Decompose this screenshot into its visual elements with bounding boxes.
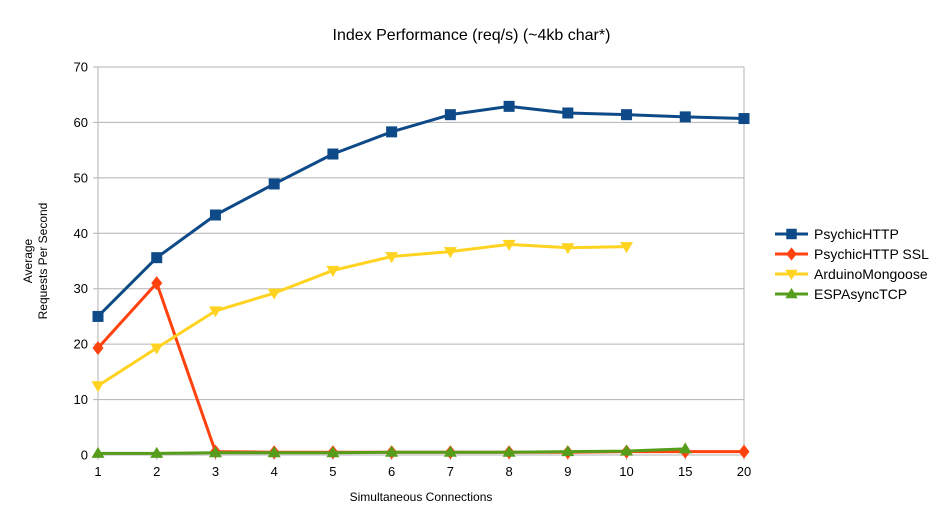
x-tick-label: 15 <box>678 464 692 479</box>
series-marker-psychichttp <box>327 148 339 160</box>
series-marker-psychichttp <box>738 113 750 125</box>
legend-label: PsychicHTTP <box>814 226 899 242</box>
series-marker-arduinomongoose <box>502 239 516 251</box>
series-marker-psychichttp-ssl <box>738 444 750 459</box>
series-marker-arduinomongoose <box>326 265 340 277</box>
x-tick-label: 3 <box>212 464 219 479</box>
chart-title: Index Performance (req/s) (~4kb char*) <box>332 27 611 44</box>
legend-label: ESPAsyncTCP <box>814 286 908 302</box>
x-tick-label: 2 <box>153 464 160 479</box>
legend-item-psychichttp: PsychicHTTP <box>775 224 929 244</box>
legend: PsychicHTTP PsychicHTTP SSL ArduinoMongoos… <box>775 224 929 304</box>
series-marker-arduinomongoose <box>91 381 105 393</box>
legend-item-arduinomongoose: ArduinoMongoose <box>775 264 929 284</box>
series-marker-psychichttp <box>621 109 633 121</box>
series-marker-psychichttp <box>679 111 691 123</box>
x-tick-label: 4 <box>271 464 278 479</box>
legend-item-espasynctcp: ESPAsyncTCP <box>775 284 929 304</box>
legend-marker-square-icon <box>786 228 797 240</box>
series-marker-psychichttp <box>151 252 163 264</box>
x-tick-label: 10 <box>619 464 633 479</box>
y-tick-label: 60 <box>74 115 88 130</box>
legend-label: ArduinoMongoose <box>814 266 928 282</box>
series-marker-espasynctcp <box>502 445 516 457</box>
y-tick-label: 0 <box>81 448 88 463</box>
series-marker-arduinomongoose <box>150 343 164 355</box>
y-tick-label: 40 <box>74 226 88 241</box>
x-tick-label: 7 <box>447 464 454 479</box>
series-line-arduinomongoose <box>96 242 629 388</box>
series-marker-arduinomongoose <box>443 247 457 259</box>
x-tick-label: 20 <box>737 464 751 479</box>
series-marker-psychichttp <box>444 109 456 121</box>
x-tick-label: 9 <box>564 464 571 479</box>
series-marker-psychichttp <box>386 126 398 138</box>
x-tick-label: 8 <box>505 464 512 479</box>
legend-marker-triangle-down-icon <box>785 269 798 281</box>
series-marker-espasynctcp <box>443 445 457 457</box>
series-marker-espasynctcp <box>678 442 692 454</box>
legend-swatch-square-icon <box>775 228 808 240</box>
series-marker-psychichttp <box>503 100 515 112</box>
series-marker-arduinomongoose <box>561 243 575 255</box>
legend-label: PsychicHTTP SSL <box>814 246 929 262</box>
series-marker-psychichttp-ssl <box>151 276 163 291</box>
x-axis-title: Simultaneous Connections <box>349 490 493 504</box>
legend-marker-triangle-up-icon <box>785 287 798 299</box>
series-marker-arduinomongoose <box>385 252 399 264</box>
series-marker-arduinomongoose <box>208 306 222 318</box>
series-marker-espasynctcp <box>267 446 281 458</box>
series-marker-psychichttp <box>562 107 574 119</box>
y-tick-label: 50 <box>74 170 88 185</box>
legend-marker-diamond-icon <box>786 247 797 261</box>
legend-swatch-diamond-icon <box>775 247 808 261</box>
series-line-psychichttp-ssl <box>96 281 746 454</box>
x-tick-label: 5 <box>329 464 336 479</box>
y-tick-label: 10 <box>74 392 88 407</box>
series-marker-espasynctcp <box>326 446 340 458</box>
series-marker-espasynctcp <box>150 446 164 458</box>
y-tick-label: 30 <box>74 281 88 296</box>
y-tick-label: 20 <box>74 337 88 352</box>
series-marker-psychichttp <box>268 178 280 190</box>
series-marker-espasynctcp <box>91 446 105 458</box>
series-line-psychichttp <box>96 104 746 318</box>
series-marker-espasynctcp <box>561 445 575 457</box>
series-marker-espasynctcp <box>620 444 634 456</box>
x-tick-label: 1 <box>94 464 101 479</box>
x-tick-label: 6 <box>388 464 395 479</box>
series-marker-espasynctcp <box>208 446 222 458</box>
series-marker-arduinomongoose <box>267 288 281 300</box>
legend-swatch-triangle-down-icon <box>775 269 808 281</box>
series-marker-psychichttp <box>92 310 104 322</box>
legend-item-psychichttp-ssl: PsychicHTTP SSL <box>775 244 929 264</box>
series-marker-arduinomongoose <box>620 242 634 254</box>
series-marker-psychichttp <box>209 209 221 221</box>
series-marker-psychichttp-ssl <box>92 341 104 356</box>
legend-swatch-triangle-up-icon <box>775 287 808 299</box>
series-marker-espasynctcp <box>385 445 399 457</box>
y-tick-label: 70 <box>74 60 88 75</box>
